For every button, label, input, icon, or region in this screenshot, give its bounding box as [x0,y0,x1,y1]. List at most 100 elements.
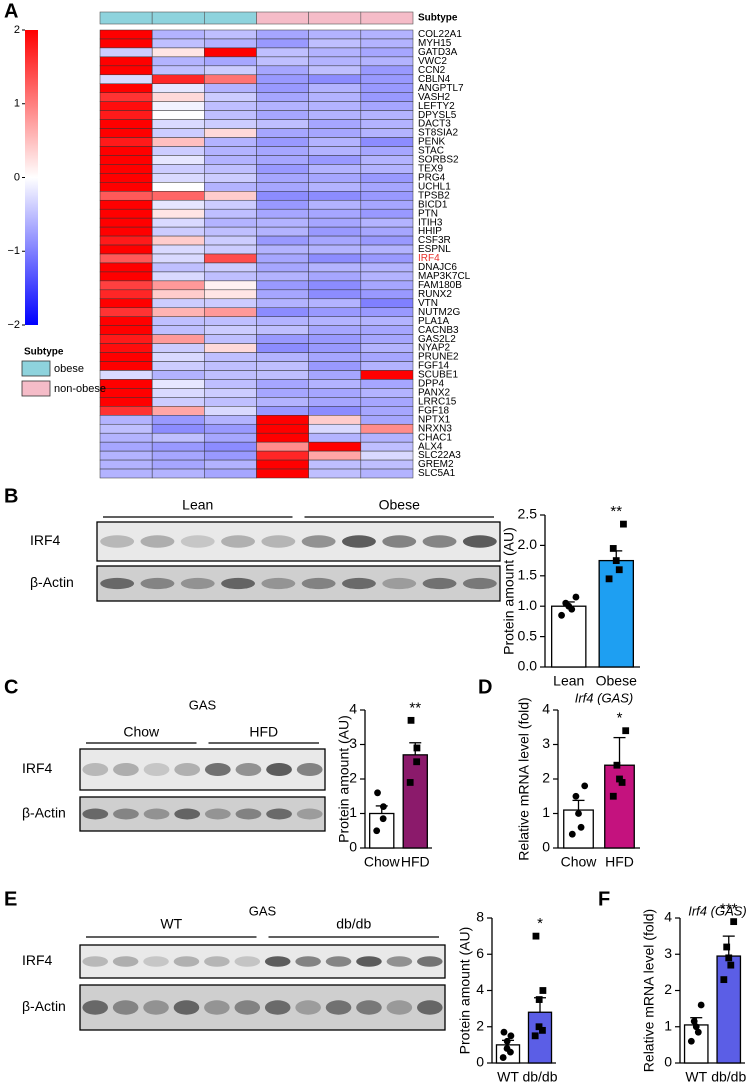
heatmap-cell [99,146,153,156]
heatmap-cell [151,334,205,344]
heatmap-cell [151,56,205,67]
heatmap-cell [151,65,205,76]
heatmap-cell [256,459,309,470]
y-tick-label: 2.0 [518,536,538,552]
heatmap-cell [256,92,309,102]
heatmap-cell [204,370,257,380]
heatmap-cell [204,217,257,228]
heatmap-cell [204,146,257,156]
blot-band [140,577,175,590]
heatmap-cell [99,280,153,291]
heatmap-cell [99,173,153,183]
heatmap-cell [256,128,309,138]
data-point [609,792,617,800]
data-point [723,943,731,951]
y-tick-label: 4 [476,981,484,997]
heatmap-cell [151,271,205,282]
heatmap-cell [308,56,362,67]
heatmap-cell [204,83,257,93]
heatmap-cell [256,29,309,40]
gene-label: FGF14 [418,361,450,372]
blot-band [143,762,170,777]
significance-label: ** [409,699,421,716]
heatmap-cell [360,92,414,102]
heatmap-cell [204,56,257,67]
heatmap-cell [308,325,362,335]
heatmap-cell [151,137,205,147]
data-point [499,1054,507,1061]
heatmap-cell [308,92,362,102]
heatmap-cell [151,352,205,362]
data-point [507,1032,515,1040]
heatmap-cell [151,47,205,58]
data-point [532,932,540,940]
data-point [558,611,565,619]
heatmap-cell [99,415,153,425]
gene-label: VASH2 [418,92,450,103]
heatmap-cell [99,101,153,111]
blot-band [204,1000,230,1015]
heatmap-cell [360,56,414,67]
heatmap-cell [308,137,362,147]
heatmap-cell [308,47,362,58]
blot-band [112,1000,139,1015]
heatmap-cell [256,146,309,156]
gene-label: GREM2 [418,459,454,470]
heatmap-cell [256,110,309,120]
heatmap-cell [204,101,257,111]
heatmap-cell [151,307,205,317]
x-tick-label: HFD [605,854,634,870]
heatmap-cell [204,164,257,174]
heatmap-cell [99,343,153,353]
data-point [622,727,630,735]
heatmap-cell [204,415,257,425]
blot-row-label: β-Actin [22,998,66,1014]
heatmap-cell [256,244,309,255]
heatmap-cell [99,450,153,461]
heatmap-cell [204,406,257,416]
heatmap-cell [151,441,205,452]
heatmap-cell [99,253,153,264]
blot-band [174,762,201,777]
heatmap-cell [256,316,309,326]
blot-band [112,956,139,967]
x-tick-label: Chow [364,854,401,870]
heatmap-cell [360,146,414,156]
data-point [720,976,728,984]
heatmap-cell [256,164,309,174]
heatmap-cell [308,423,362,434]
heatmap-cell [360,191,414,201]
heatmap-cell [151,173,205,183]
heatmap-cell [256,388,309,398]
data-point [692,1023,700,1031]
y-tick-label: 3 [349,735,357,751]
gene-label: ANGPTL7 [418,83,464,94]
heatmap-cell [204,110,257,120]
subtype-label: Subtype [418,13,458,24]
blot-row-label: IRF4 [30,532,61,548]
heatmap-cell [204,361,257,371]
heatmap-cell [256,208,309,219]
blot-band [301,535,336,548]
heatmap-cell [308,468,362,479]
gene-label: PRUNE2 [418,352,459,363]
gene-label: PRG4 [418,172,446,183]
colorbar-tick-label: 0 [14,171,20,183]
heatmap-cell [360,334,414,344]
heatmap-cell [360,74,414,85]
blot-band [386,956,413,967]
heatmap-cell [99,325,153,335]
heatmap-cell [151,128,205,138]
subtype-cell [99,11,153,25]
y-tick-label: 6 [476,945,484,961]
heatmap-cell [360,316,414,326]
heatmap-cell [99,307,153,317]
heatmap-cell [308,146,362,156]
subtype-legend-title: Subtype [24,347,64,358]
heatmap-cell [256,56,309,67]
panel-letter: A [4,0,18,22]
heatmap-cell [308,370,362,380]
gene-label: ST8SIA2 [418,128,458,139]
y-tick-label: 2 [349,770,357,786]
